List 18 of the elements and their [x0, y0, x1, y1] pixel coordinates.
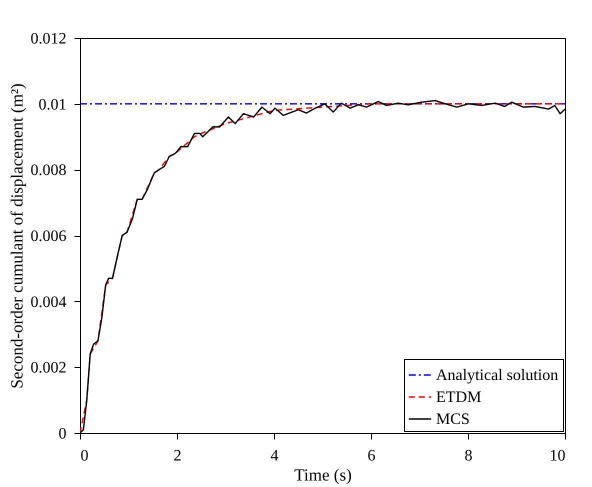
x-tick-label: 2	[174, 448, 182, 464]
y-tick-label: 0.012	[30, 30, 66, 48]
legend-label: Analytical solution	[436, 367, 558, 384]
x-axis-title: Time (s)	[294, 466, 352, 484]
x-tick-label: 4	[270, 448, 278, 464]
y-tick-label: 0	[58, 426, 66, 442]
y-tick-label: 0.002	[30, 360, 66, 377]
y-tick-label: 0.004	[30, 294, 66, 311]
y-tick-label: 0.01	[38, 96, 66, 114]
y-tick-label: 0.008	[30, 162, 66, 180]
y-tick-label: 0.006	[30, 228, 66, 245]
x-tick-label: 10	[550, 448, 566, 464]
x-tick-label: 6	[368, 448, 376, 464]
x-tick-label: 0	[80, 448, 88, 464]
legend-label: ETDM	[436, 389, 482, 406]
y-axis-title: Second-order cumulant of displacement (m²)	[8, 83, 26, 389]
x-tick-label: 8	[464, 448, 472, 464]
legend-label: MCS	[436, 411, 470, 428]
